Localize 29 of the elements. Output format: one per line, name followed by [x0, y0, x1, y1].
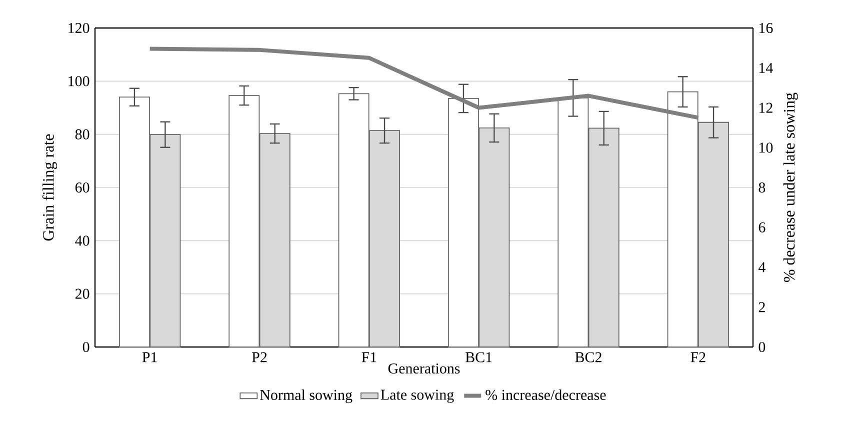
x-tick-label: P1 — [142, 352, 157, 362]
y-tick-label: 80 — [75, 129, 90, 140]
y-tick-label: 100 — [68, 76, 90, 86]
y-tick-label: 40 — [75, 236, 90, 246]
y2-tick-label: 2 — [758, 302, 765, 312]
y2-tick-label: 12 — [760, 102, 772, 113]
x-tick-label: F2 — [690, 352, 706, 362]
y2-tick-label: 0 — [758, 342, 766, 352]
y-tick-label: 60 — [75, 182, 90, 193]
y-tick-label: 120 — [68, 22, 90, 34]
y-tick-label: 20 — [75, 288, 90, 299]
x-tick-label: P2 — [252, 352, 267, 362]
x-tick-label: BC2 — [575, 352, 602, 362]
x-tick-label: F1 — [362, 352, 376, 362]
y-tick-label: 0 — [82, 342, 90, 352]
legend-label: Late sowing — [380, 390, 454, 403]
y2-tick-label: 8 — [758, 182, 766, 193]
y2-tick-label: 4 — [758, 262, 766, 272]
y2-tick-label: 10 — [760, 142, 773, 153]
y2-tick-label: 6 — [758, 222, 766, 232]
x-axis-title: Generations — [388, 363, 460, 374]
x-tick-label: BC1 — [466, 352, 492, 362]
y2-tick-label: 16 — [760, 22, 773, 34]
line-series — [148, 46, 700, 120]
y2-axis-title: % decrease under late sowing — [783, 92, 798, 282]
legend-label: Normal sowing — [260, 389, 352, 404]
legend-label: % increase/decrease — [486, 389, 606, 400]
y2-tick-label: 14 — [760, 62, 773, 73]
y-axis-title: Grain filling rate — [42, 134, 58, 241]
